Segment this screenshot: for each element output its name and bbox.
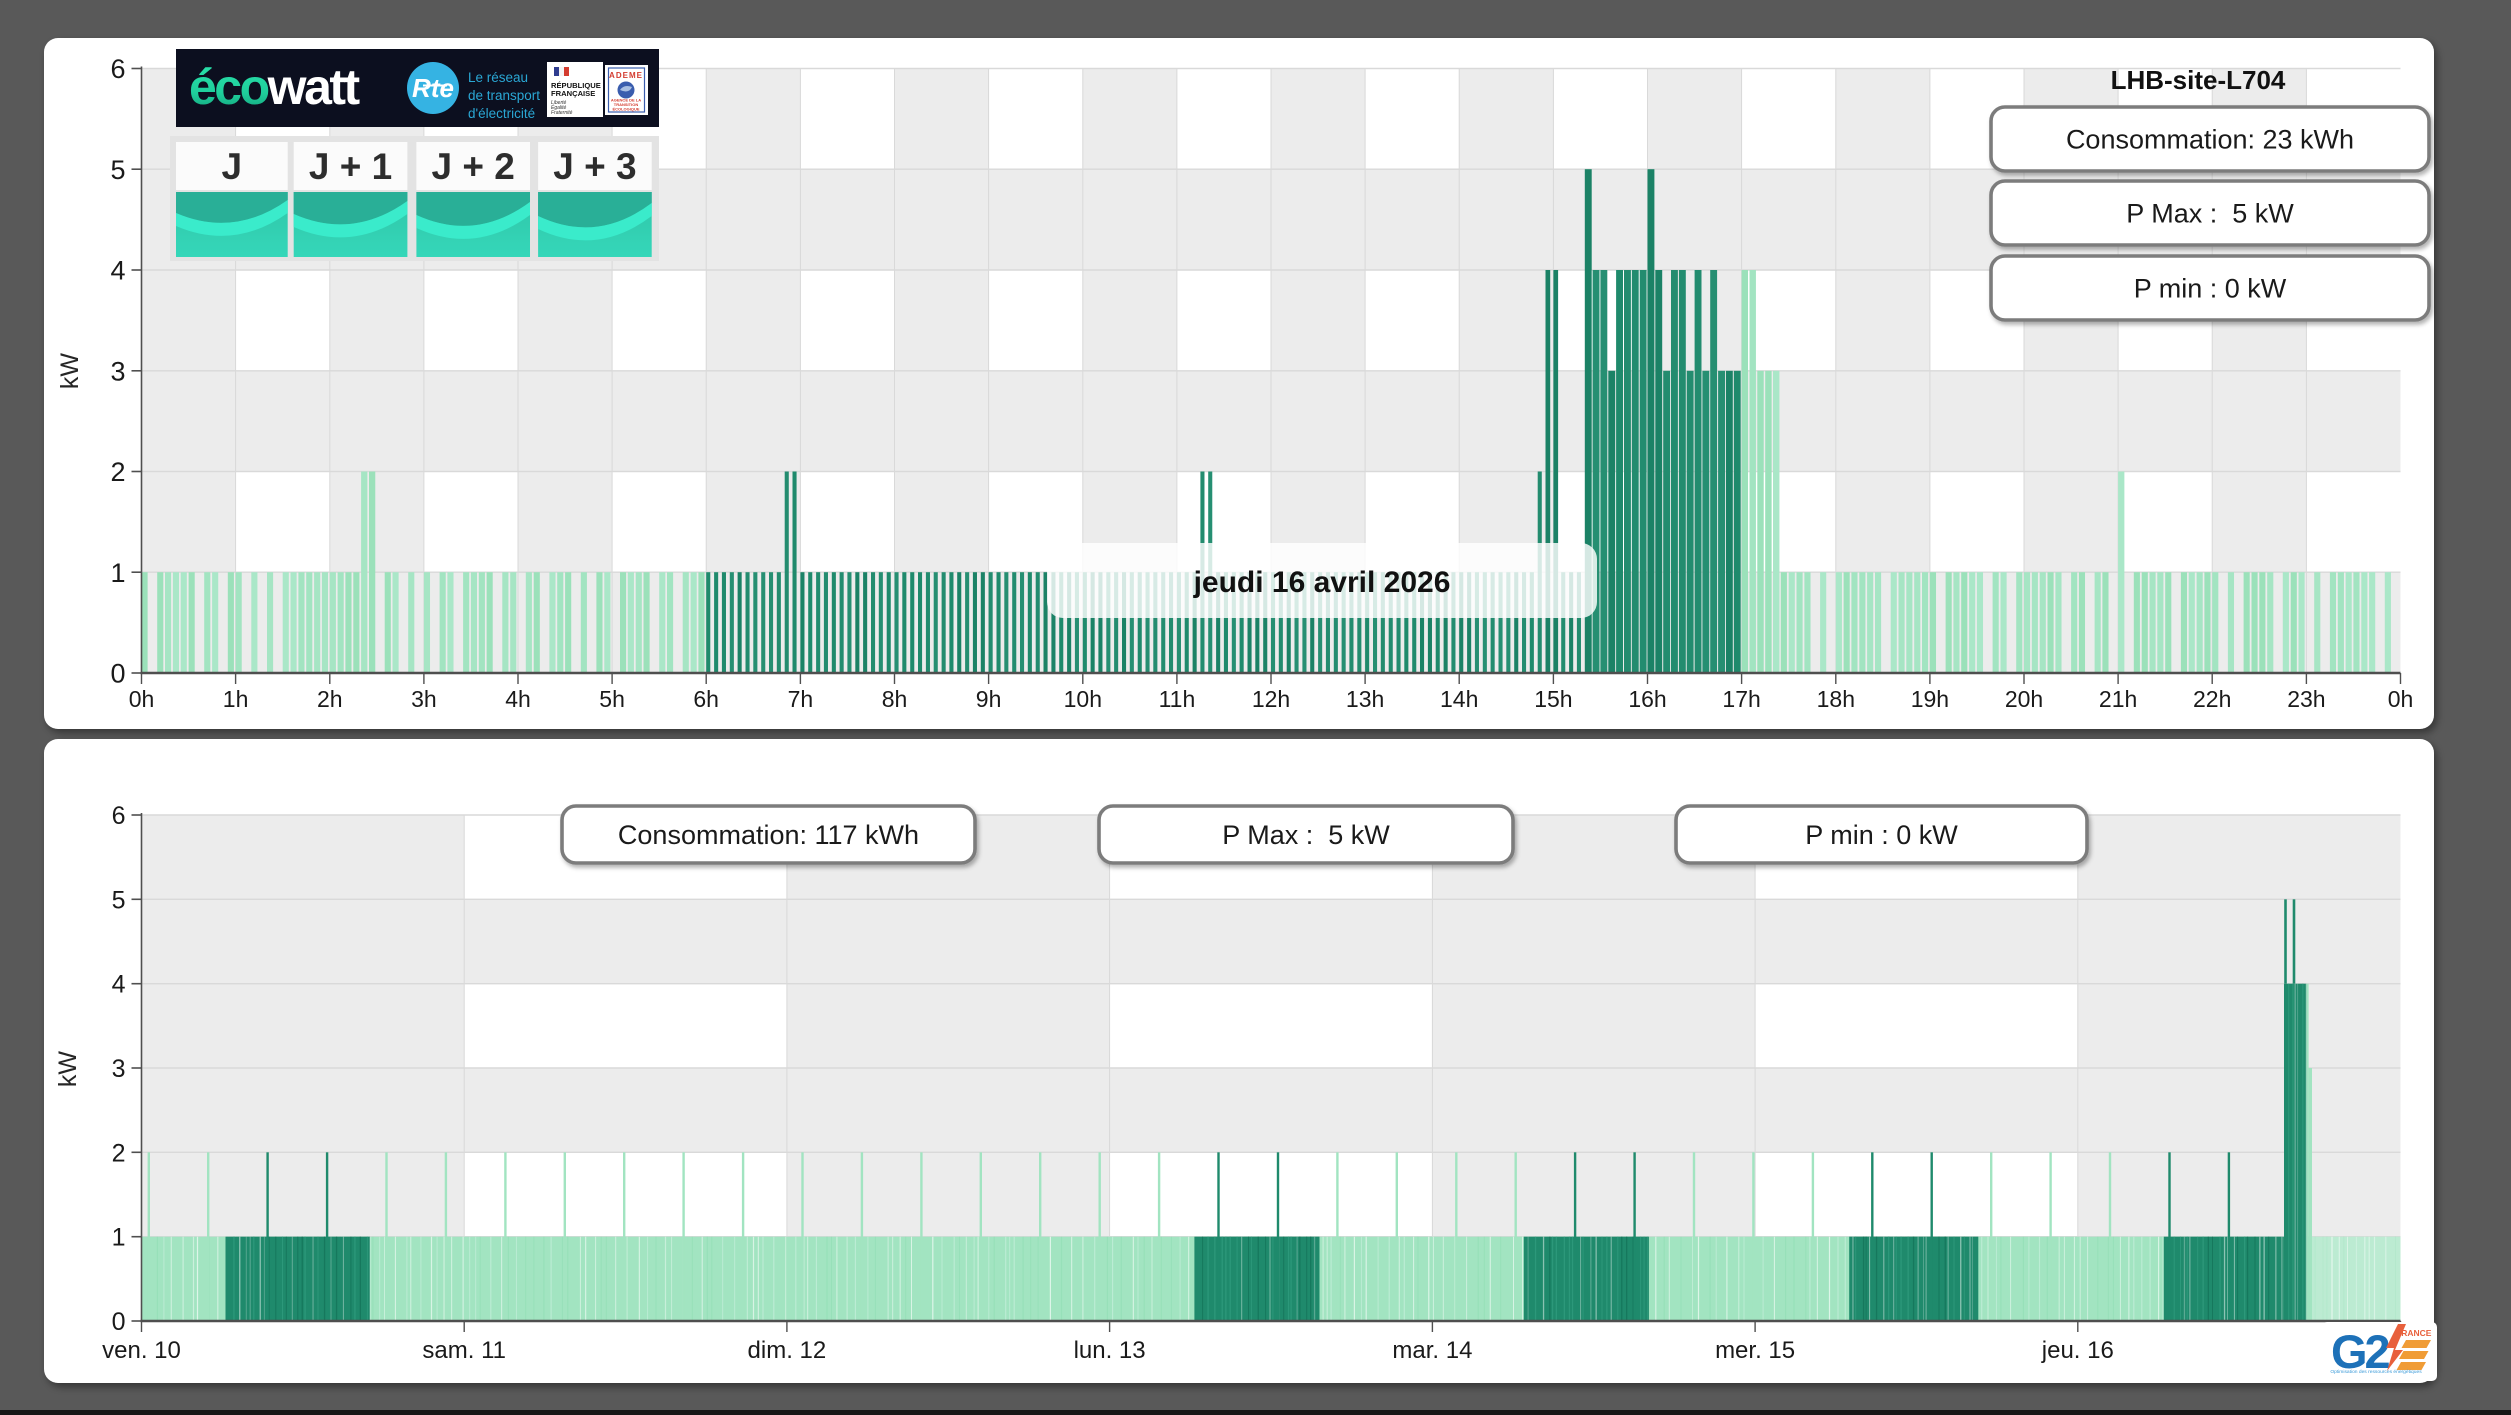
- svg-text:0h: 0h: [129, 686, 155, 712]
- svg-text:LHB-site-L704: LHB-site-L704: [2111, 65, 2286, 95]
- svg-text:kW: kW: [56, 353, 84, 390]
- svg-text:23h: 23h: [2287, 686, 2325, 712]
- svg-text:J: J: [222, 146, 243, 187]
- svg-text:14h: 14h: [1440, 686, 1478, 712]
- svg-text:21h: 21h: [2099, 686, 2137, 712]
- svg-text:d'électricité: d'électricité: [468, 106, 535, 121]
- svg-text:Rte: Rte: [412, 73, 454, 103]
- svg-text:ven. 10: ven. 10: [102, 1337, 181, 1364]
- svg-text:mer. 15: mer. 15: [1715, 1337, 1795, 1364]
- svg-text:de transport: de transport: [468, 88, 540, 103]
- svg-text:5h: 5h: [599, 686, 625, 712]
- svg-text:Consommation: 117 kWh: Consommation: 117 kWh: [618, 820, 919, 850]
- svg-text:écowatt: écowatt: [189, 59, 361, 115]
- svg-text:2h: 2h: [317, 686, 343, 712]
- svg-text:1: 1: [110, 558, 125, 588]
- svg-text:TRANSITION: TRANSITION: [614, 102, 639, 107]
- svg-text:8h: 8h: [882, 686, 908, 712]
- svg-text:0h: 0h: [2388, 686, 2414, 712]
- svg-text:16h: 16h: [1628, 686, 1666, 712]
- svg-text:0: 0: [112, 1308, 126, 1336]
- svg-text:9h: 9h: [976, 686, 1002, 712]
- svg-text:4: 4: [112, 971, 126, 999]
- svg-text:1: 1: [112, 1224, 126, 1252]
- svg-text:6: 6: [110, 54, 125, 84]
- svg-text:mar. 14: mar. 14: [1392, 1337, 1472, 1364]
- svg-text:5: 5: [112, 886, 126, 914]
- svg-text:J + 1: J + 1: [309, 146, 392, 187]
- svg-text:ADEME: ADEME: [609, 71, 643, 80]
- svg-text:11h: 11h: [1159, 686, 1196, 712]
- svg-text:18h: 18h: [1817, 686, 1855, 712]
- svg-text:sam. 11: sam. 11: [422, 1337, 506, 1364]
- svg-text:20h: 20h: [2005, 686, 2043, 712]
- svg-text:ÉCOLOGIQUE: ÉCOLOGIQUE: [612, 107, 639, 112]
- svg-text:FRANCE: FRANCE: [2396, 1328, 2432, 1338]
- svg-text:12h: 12h: [1252, 686, 1290, 712]
- svg-text:J + 2: J + 2: [432, 146, 515, 187]
- svg-text:P Max : 5 kW: P Max : 5 kW: [1222, 820, 1390, 850]
- svg-text:FRANÇAISE: FRANÇAISE: [551, 89, 595, 98]
- svg-text:Consommation: 23 kWh: Consommation: 23 kWh: [2066, 125, 2354, 155]
- svg-text:lun. 13: lun. 13: [1074, 1337, 1146, 1364]
- svg-text:10h: 10h: [1064, 686, 1102, 712]
- svg-text:15h: 15h: [1534, 686, 1572, 712]
- svg-text:P min : 0 kW: P min : 0 kW: [2134, 274, 2287, 304]
- svg-text:22h: 22h: [2193, 686, 2231, 712]
- svg-text:G2: G2: [2331, 1325, 2390, 1378]
- svg-text:P min : 0 kW: P min : 0 kW: [1805, 820, 1958, 850]
- svg-text:7h: 7h: [788, 686, 814, 712]
- svg-text:jeudi 16 avril 2026: jeudi 16 avril 2026: [1193, 566, 1451, 599]
- svg-text:Fraternité: Fraternité: [551, 110, 573, 116]
- svg-text:Égalité: Égalité: [551, 104, 567, 111]
- svg-text:17h: 17h: [1722, 686, 1760, 712]
- svg-text:Liberté: Liberté: [551, 100, 567, 106]
- svg-text:Le réseau: Le réseau: [468, 70, 528, 85]
- svg-text:3: 3: [110, 357, 125, 387]
- svg-text:AGENCE DE LA: AGENCE DE LA: [611, 98, 641, 103]
- svg-text:6h: 6h: [693, 686, 719, 712]
- svg-text:0: 0: [110, 659, 125, 689]
- svg-text:13h: 13h: [1346, 686, 1384, 712]
- svg-text:P Max : 5 kW: P Max : 5 kW: [2126, 199, 2294, 229]
- svg-text:5: 5: [110, 155, 125, 185]
- svg-text:2: 2: [112, 1139, 126, 1167]
- svg-text:kW: kW: [54, 1051, 82, 1088]
- svg-text:3: 3: [112, 1055, 126, 1083]
- svg-text:dim. 12: dim. 12: [748, 1337, 827, 1364]
- svg-text:J + 3: J + 3: [553, 146, 636, 187]
- svg-text:19h: 19h: [1911, 686, 1949, 712]
- svg-text:4: 4: [110, 256, 125, 286]
- svg-text:2: 2: [110, 457, 125, 487]
- svg-text:jeu. 16: jeu. 16: [2041, 1337, 2114, 1364]
- svg-text:4h: 4h: [505, 686, 531, 712]
- svg-text:1h: 1h: [223, 686, 249, 712]
- svg-text:RÉPUBLIQUE: RÉPUBLIQUE: [551, 81, 601, 90]
- svg-text:3h: 3h: [411, 686, 437, 712]
- svg-text:6: 6: [112, 802, 126, 830]
- svg-text:Optimisation des ressources én: Optimisation des ressources énergétiques: [2330, 1369, 2422, 1375]
